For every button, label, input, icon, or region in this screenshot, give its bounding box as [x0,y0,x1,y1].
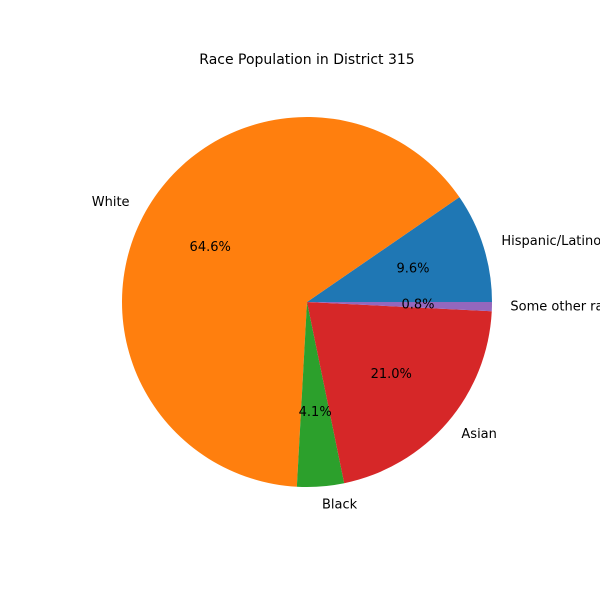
chart-title: Race Population in District 315 [199,52,414,68]
slice-label-asian: Asian [461,427,496,442]
pie-labels: 9.6% Hispanic/Latino 64.6% White 4.1% Black 21… [92,195,600,513]
pct-label-some-other-race: 0.8% [401,297,434,312]
pct-label-black: 4.1% [299,405,332,420]
pie-slice-black [296,302,345,487]
pie-slice-hispanic-latino [307,197,492,302]
pct-label-asian: 21.0% [371,367,412,382]
pie-slices [122,117,492,487]
pie-slice-white [122,117,460,487]
pie-slice-asian [307,302,492,484]
slice-label-black: Black [322,497,358,512]
pie-slice-some-other-race [307,302,492,312]
slice-label-hispanic-latino: Hispanic/Latino [501,234,600,249]
pct-label-hispanic-latino: 9.6% [396,262,429,277]
pct-label-white: 64.6% [190,240,231,255]
slice-label-some-other-race: Some other race [510,300,600,315]
slice-label-white: White [92,195,130,210]
